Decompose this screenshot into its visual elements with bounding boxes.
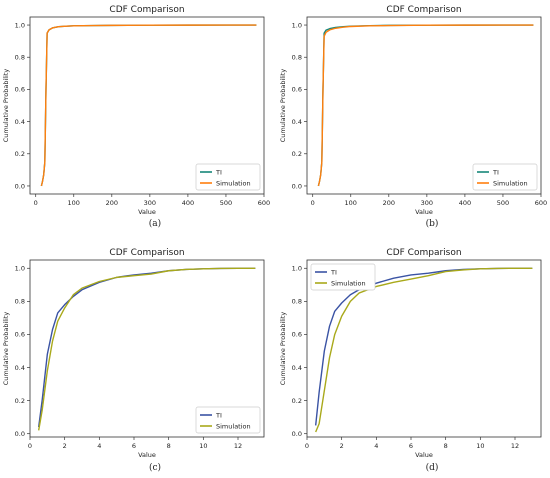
x-tick-label: 600 [535,199,547,207]
series-line-simulation [317,24,534,187]
legend-label: TI [492,168,499,176]
x-axis-label: Value [138,208,156,216]
series-line-simulation [37,267,256,431]
x-tick-label: 100 [68,199,80,207]
y-tick-label: 0.8 [15,54,25,62]
x-tick-label: 500 [220,199,232,207]
y-tick-label: 0.8 [292,298,302,306]
x-tick-label: 10 [199,442,207,450]
x-tick-label: 600 [258,199,270,207]
y-tick-label: 0.2 [292,150,302,158]
panel-caption: (b) [426,218,439,229]
x-tick-label: 0 [28,442,32,450]
x-tick-label: 12 [234,442,242,450]
chart-title: CDF Comparison [109,248,184,258]
y-tick-label: 0.0 [15,430,25,438]
y-axis-label: Cumulative Probability [2,69,10,143]
y-axis-label: Cumulative Probability [2,312,10,386]
x-axis-label: Value [415,208,433,216]
chart-panel-2: CDF Comparison 0 2 4 6 8 10 12 0.0 0.2 0.4 0.6 0.8 1.… [2,248,265,473]
x-tick-label: 12 [511,442,519,450]
legend-label: TI [215,168,222,176]
y-tick-label: 0.6 [15,331,25,339]
y-tick-label: 0.4 [15,364,25,372]
x-tick-label: 0 [34,199,38,207]
y-tick-label: 1.0 [15,265,25,273]
x-tick-label: 4 [97,442,101,450]
chart-title: CDF Comparison [109,5,184,15]
legend-label: Simulation [216,179,251,187]
legend: TI Simulation [472,163,538,191]
y-tick-label: 0.2 [292,397,302,405]
y-tick-label: 0.2 [15,150,25,158]
x-tick-label: 8 [167,442,171,450]
y-tick-label: 0.0 [292,182,302,190]
chart-panel-3: CDF Comparison 0 2 4 6 8 10 12 0.0 0.2 0.4 0.6 0.8 1.… [279,248,542,473]
y-tick-label: 0.4 [292,118,302,126]
y-axis-label: Cumulative Probability [279,69,287,143]
plot-frame [29,259,265,438]
y-tick-label: 0.8 [15,298,25,306]
x-tick-label: 100 [345,199,357,207]
chart-title: CDF Comparison [386,5,461,15]
plot-frame [306,259,542,438]
series-line-ti [40,24,257,187]
y-tick-label: 0.4 [292,364,302,372]
series-line-ti [314,267,533,426]
y-tick-label: 0.6 [292,331,302,339]
x-axis-label: Value [415,451,433,459]
series-line-ti [317,24,534,187]
legend: TI Simulation [195,406,261,434]
legend-label: TI [330,268,337,276]
x-tick-label: 8 [444,442,448,450]
y-tick-label: 1.0 [292,265,302,273]
series-line-ti [37,267,256,428]
x-tick-label: 0 [311,199,315,207]
y-tick-label: 0.0 [15,182,25,190]
y-tick-label: 0.8 [292,54,302,62]
x-tick-label: 4 [374,442,378,450]
x-tick-label: 2 [63,442,67,450]
y-tick-label: 1.0 [15,21,25,29]
panel-caption: (c) [149,462,161,473]
y-axis-label: Cumulative Probability [279,312,287,386]
y-tick-label: 0.4 [15,118,25,126]
x-axis-label: Value [138,451,156,459]
legend-label: Simulation [331,279,366,287]
x-tick-label: 0 [305,442,309,450]
legend: TI Simulation [195,163,261,191]
plot-frame [306,16,542,195]
panel-caption: (a) [149,218,161,229]
chart-panel-0: CDF Comparison 0 100 200 300 400 500 600 0.0 0.2 0… [2,5,270,229]
x-tick-label: 300 [144,199,156,207]
y-tick-label: 0.2 [15,397,25,405]
x-tick-label: 6 [409,442,413,450]
legend-label: TI [215,411,222,419]
x-tick-label: 400 [182,199,194,207]
x-tick-label: 500 [497,199,509,207]
x-tick-label: 300 [421,199,433,207]
x-tick-label: 400 [459,199,471,207]
series-line-simulation [315,267,533,433]
plot-frame [29,16,265,195]
x-tick-label: 200 [106,199,118,207]
y-tick-label: 1.0 [292,21,302,29]
x-tick-label: 6 [132,442,136,450]
panel-caption: (d) [426,462,439,473]
series-line-simulation [40,24,257,187]
chart-panel-1: CDF Comparison 0 100 200 300 400 500 600 0.0 0.2 0… [279,5,547,229]
x-tick-label: 10 [476,442,484,450]
x-tick-label: 200 [383,199,395,207]
legend-label: Simulation [493,179,528,187]
legend: TI Simulation [310,263,376,291]
legend-label: Simulation [216,422,251,430]
x-tick-label: 2 [340,442,344,450]
y-tick-label: 0.6 [15,86,25,94]
y-tick-label: 0.0 [292,430,302,438]
chart-title: CDF Comparison [386,248,461,258]
y-tick-label: 0.6 [292,86,302,94]
